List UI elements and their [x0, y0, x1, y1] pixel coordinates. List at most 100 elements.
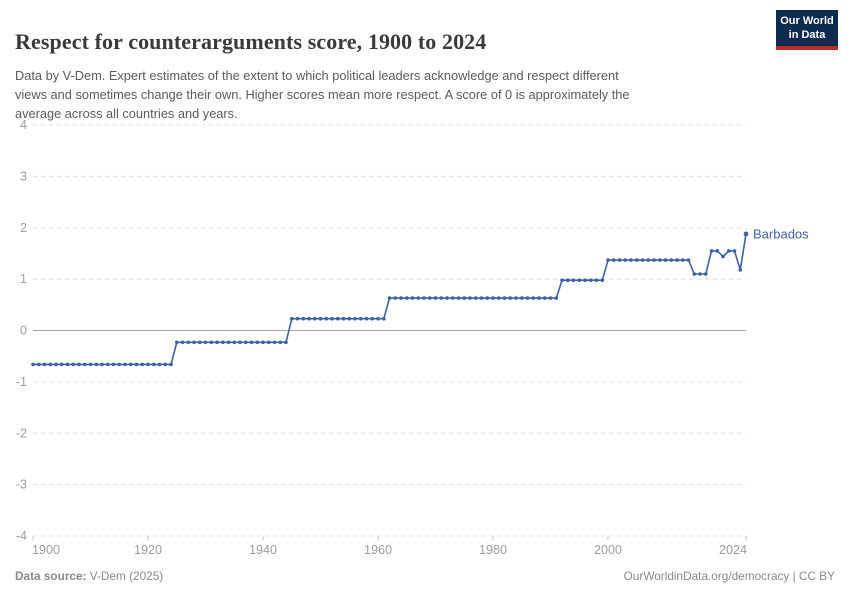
- data-point[interactable]: [111, 362, 116, 367]
- data-point[interactable]: [663, 258, 668, 262]
- data-point[interactable]: [37, 362, 41, 367]
- data-point[interactable]: [606, 258, 610, 262]
- data-point[interactable]: [623, 258, 628, 262]
- data-point[interactable]: [290, 316, 294, 321]
- data-point[interactable]: [313, 316, 317, 321]
- data-point[interactable]: [31, 362, 35, 367]
- data-point[interactable]: [514, 296, 518, 300]
- data-point[interactable]: [640, 258, 645, 262]
- data-point[interactable]: [566, 278, 570, 283]
- data-point[interactable]: [669, 258, 674, 262]
- entity-label[interactable]: Barbados: [753, 226, 809, 241]
- data-point[interactable]: [100, 362, 104, 367]
- data-point[interactable]: [738, 268, 743, 272]
- data-point[interactable]: [474, 296, 478, 300]
- data-point[interactable]: [336, 316, 340, 321]
- data-point[interactable]: [330, 316, 334, 321]
- data-point[interactable]: [439, 296, 444, 300]
- data-point[interactable]: [732, 249, 737, 253]
- data-point[interactable]: [502, 296, 507, 300]
- data-point[interactable]: [508, 296, 513, 300]
- data-point[interactable]: [272, 340, 277, 345]
- data-point[interactable]: [71, 362, 76, 367]
- data-point[interactable]: [169, 362, 173, 367]
- data-point[interactable]: [743, 231, 749, 237]
- data-point[interactable]: [60, 362, 64, 367]
- data-point[interactable]: [186, 340, 191, 345]
- data-point[interactable]: [284, 340, 288, 345]
- data-point[interactable]: [577, 278, 582, 283]
- data-point[interactable]: [359, 316, 363, 321]
- data-point[interactable]: [537, 296, 541, 300]
- data-point[interactable]: [347, 316, 352, 321]
- data-point[interactable]: [267, 340, 271, 345]
- data-point[interactable]: [612, 258, 616, 262]
- data-point[interactable]: [721, 254, 725, 259]
- data-point[interactable]: [658, 258, 662, 262]
- data-point[interactable]: [548, 296, 553, 300]
- data-point[interactable]: [88, 362, 93, 367]
- data-point[interactable]: [77, 362, 81, 367]
- data-point[interactable]: [497, 296, 501, 300]
- data-point[interactable]: [543, 296, 547, 300]
- data-point[interactable]: [462, 296, 467, 300]
- data-point[interactable]: [485, 296, 490, 300]
- data-point[interactable]: [364, 316, 369, 321]
- data-point[interactable]: [727, 249, 731, 253]
- data-point[interactable]: [445, 296, 449, 300]
- data-point[interactable]: [65, 362, 70, 367]
- data-point[interactable]: [123, 362, 127, 367]
- data-point[interactable]: [686, 258, 691, 262]
- data-point[interactable]: [226, 340, 231, 345]
- data-point[interactable]: [221, 340, 225, 345]
- data-point[interactable]: [278, 340, 283, 345]
- data-point[interactable]: [629, 258, 633, 262]
- data-point[interactable]: [675, 258, 679, 262]
- data-point[interactable]: [83, 362, 87, 367]
- data-point[interactable]: [520, 296, 524, 300]
- data-point[interactable]: [456, 296, 461, 300]
- data-point[interactable]: [617, 258, 622, 262]
- data-point[interactable]: [180, 340, 185, 345]
- data-point[interactable]: [704, 272, 708, 276]
- data-point[interactable]: [433, 296, 438, 300]
- data-point[interactable]: [157, 362, 162, 367]
- data-point[interactable]: [646, 258, 651, 262]
- data-point[interactable]: [399, 296, 403, 300]
- license-link[interactable]: OurWorldinData.org/democracy | CC BY: [623, 569, 835, 583]
- data-point[interactable]: [405, 296, 409, 300]
- data-point[interactable]: [416, 296, 421, 300]
- data-point[interactable]: [583, 278, 587, 283]
- data-point[interactable]: [198, 340, 202, 345]
- data-point[interactable]: [479, 296, 484, 300]
- data-point[interactable]: [307, 316, 311, 321]
- data-point[interactable]: [393, 296, 398, 300]
- data-point[interactable]: [324, 316, 329, 321]
- data-point[interactable]: [370, 316, 375, 321]
- data-point[interactable]: [215, 340, 219, 345]
- data-point[interactable]: [594, 278, 599, 283]
- data-point[interactable]: [209, 340, 214, 345]
- data-point[interactable]: [295, 316, 300, 321]
- data-point[interactable]: [238, 340, 242, 345]
- data-point[interactable]: [94, 362, 99, 367]
- data-point[interactable]: [589, 278, 593, 283]
- data-point[interactable]: [117, 362, 122, 367]
- data-point[interactable]: [134, 362, 139, 367]
- data-point[interactable]: [152, 362, 156, 367]
- data-point[interactable]: [554, 296, 559, 300]
- data-point[interactable]: [709, 249, 714, 253]
- data-point[interactable]: [681, 258, 685, 262]
- data-point[interactable]: [244, 340, 248, 345]
- data-point[interactable]: [468, 296, 472, 300]
- data-point[interactable]: [560, 278, 564, 283]
- data-point[interactable]: [42, 362, 47, 367]
- data-point[interactable]: [192, 340, 196, 345]
- data-point[interactable]: [54, 362, 58, 367]
- data-point[interactable]: [428, 296, 432, 300]
- data-point[interactable]: [376, 316, 380, 321]
- data-point[interactable]: [525, 296, 530, 300]
- data-point[interactable]: [652, 258, 656, 262]
- data-point[interactable]: [600, 278, 605, 283]
